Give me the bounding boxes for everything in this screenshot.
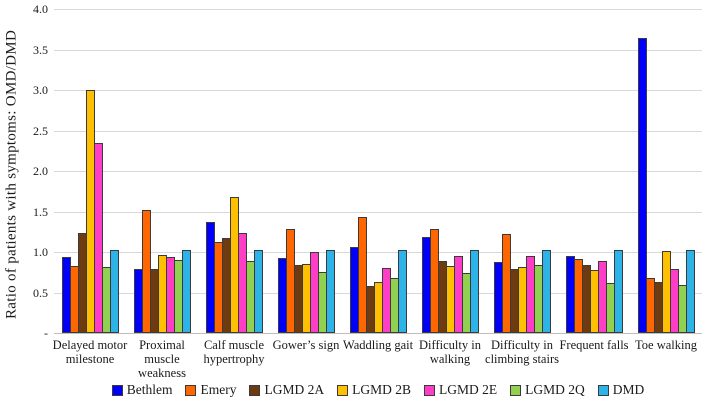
y-tick-label: 3.0 <box>33 83 48 97</box>
bar <box>613 250 623 333</box>
legend-swatch-icon <box>597 384 609 396</box>
y-tick-label: 2.5 <box>33 123 48 138</box>
bar <box>357 217 367 333</box>
y-tick-label: 0.5 <box>33 285 48 300</box>
y-tick-label: - <box>44 326 48 340</box>
legend-swatch-icon <box>510 384 522 396</box>
gridline <box>54 9 702 10</box>
y-tick-label: 3.5 <box>33 42 48 57</box>
bar <box>637 38 647 333</box>
bar <box>109 250 119 333</box>
legend-item: Emery <box>185 382 236 398</box>
legend-label: LGMD 2B <box>352 382 411 397</box>
gridline <box>54 130 702 132</box>
legend-label: DMD <box>612 382 645 397</box>
legend-item: LGMD 2Q <box>510 382 585 398</box>
legend-label: Emery <box>200 382 237 397</box>
x-axis-category-label: Difficulty in climbing stairs <box>485 338 559 366</box>
legend-label: LGMD 2E <box>439 382 498 397</box>
legend-swatch-icon <box>424 384 435 396</box>
legend-swatch-icon <box>337 384 349 396</box>
bar <box>93 143 103 333</box>
bar-group <box>558 9 630 333</box>
y-tick-label: 2.0 <box>33 164 48 178</box>
x-axis-category-label: Delayed motor milestone <box>52 338 128 366</box>
y-tick-label: 1.5 <box>33 204 48 219</box>
legend-swatch-icon <box>185 384 197 396</box>
x-axis-category-label: Proximal muscle weakness <box>138 338 186 380</box>
x-axis-category-label: Frequent falls <box>559 338 629 352</box>
legend-item: LGMD 2A <box>249 382 324 398</box>
x-axis-category-label: Gower’s sign <box>272 338 340 352</box>
x-axis-category-label: Calf muscle hypertrophy <box>203 338 265 366</box>
legend-swatch-icon <box>111 384 123 396</box>
bar <box>181 250 191 333</box>
bar-group <box>486 9 558 333</box>
x-label-cell: Difficulty in climbing stairs <box>485 338 559 382</box>
x-axis-labels: Delayed motor milestone Proximal muscle w… <box>53 338 702 382</box>
legend-item: DMD <box>597 382 645 398</box>
x-label-cell: Difficulty in walking <box>414 338 486 382</box>
plot-area <box>54 9 702 334</box>
bar-group <box>126 9 198 333</box>
bar-group <box>342 9 414 333</box>
gridline <box>54 171 702 172</box>
legend-label: Bethlem <box>126 382 173 397</box>
x-label-cell: Delayed motor milestone <box>53 338 128 382</box>
y-tick-label: 4.0 <box>33 2 48 16</box>
bar-group <box>270 9 342 333</box>
bar-group <box>54 9 126 333</box>
bar-group <box>198 9 270 333</box>
legend: Bethlem Emery LGMD 2A LGMD 2B LGMD 2E LGMD 2Q… <box>54 381 702 399</box>
x-axis-category-label: Waddling gait <box>342 338 414 352</box>
gridline <box>54 49 702 51</box>
legend-item: Bethlem <box>111 382 173 398</box>
x-label-cell: Gower’s sign <box>270 338 342 382</box>
x-label-cell: Calf muscle hypertrophy <box>198 338 270 382</box>
gridline <box>54 252 702 253</box>
bar-group <box>414 9 486 333</box>
bar-group <box>630 9 702 333</box>
x-axis-category-label: Difficulty in walking <box>419 338 481 366</box>
legend-label: LGMD 2Q <box>525 382 585 397</box>
bar <box>253 250 263 333</box>
gridline <box>54 90 702 91</box>
legend-item: LGMD 2B <box>337 382 411 398</box>
x-label-cell: Waddling gait <box>342 338 414 382</box>
legend-label: LGMD 2A <box>264 382 325 397</box>
x-axis-category-label: Toe walking <box>635 338 697 352</box>
bar <box>325 250 335 333</box>
bar <box>469 250 479 333</box>
x-label-cell: Proximal muscle weakness <box>126 338 198 382</box>
bar <box>685 250 695 333</box>
x-label-cell: Toe walking <box>630 338 702 382</box>
bar <box>541 250 551 333</box>
gridline <box>54 211 702 213</box>
legend-item: LGMD 2E <box>424 382 497 398</box>
legend-swatch-icon <box>249 384 261 396</box>
x-label-cell: Frequent falls <box>558 338 630 382</box>
y-tick-label: 1.0 <box>33 245 48 259</box>
bar <box>397 250 407 333</box>
